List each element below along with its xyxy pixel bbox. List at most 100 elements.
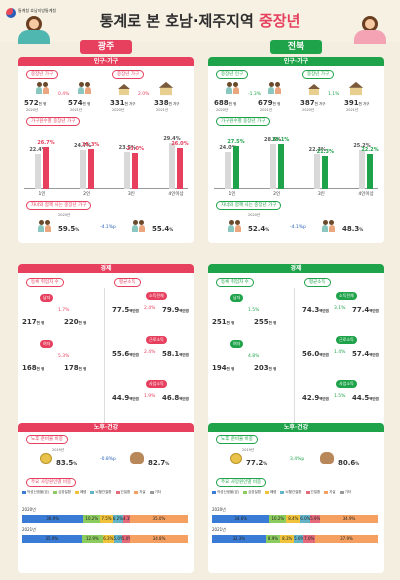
legend-item: 뇌혈관질환 — [90, 490, 112, 495]
bar-prev — [169, 143, 175, 189]
retirement-cur: 82.7% — [148, 459, 170, 467]
retirement-prev: 83.5% — [56, 459, 78, 467]
family-icon — [132, 220, 146, 232]
retirement-cur: 80.6% — [338, 459, 360, 467]
income-prev: 77.5백만원 — [112, 306, 139, 314]
legend-item: 뇌혈관질환 — [280, 490, 302, 495]
tag-with-children: 자녀와 함께 사는 중장년 가구 — [26, 201, 92, 210]
retirement-prev: 77.2% — [246, 459, 268, 467]
tag-hh-size: 가구원수별 중장년 가구 — [216, 117, 271, 126]
legend-item: 간질환 — [115, 490, 130, 495]
households-panel: 인구·가구 중장년 인구 중장년 가구 -1.3% 688천 명 679천 명 … — [208, 57, 384, 243]
bar-category-label: 4인이상 — [168, 192, 184, 197]
section-title: 노후·건강 — [18, 423, 194, 432]
income-prev: 55.6백만원 — [112, 350, 139, 358]
with-children-change: -4.1%p — [290, 225, 306, 230]
bar-category-label: 1인 — [228, 192, 236, 197]
with-children-prev: 52.4% — [248, 225, 270, 233]
house-icon — [308, 84, 320, 95]
income-label: 사업소득 — [336, 380, 357, 388]
tag-death-causes: 주요 사망원인별 비중 — [26, 478, 77, 487]
income-change: 2.4% — [144, 350, 156, 355]
bar-value-label: 25.3% — [81, 142, 100, 149]
page-title: 통계로 본 호남·제주지역 중장년 — [0, 10, 400, 31]
legend-item: 악성신생물(암) — [212, 490, 239, 495]
stack-segment: 34.9% — [320, 515, 378, 523]
economy-panel: 경제 등록 취업자 수 평균소득 남자 1.5% 251천 명 255천 명 여… — [208, 264, 384, 448]
section-title: 인구·가구 — [208, 57, 384, 66]
income-prev: 44.9백만원 — [112, 394, 139, 402]
region-column-right: 전북 인구·가구 중장년 인구 중장년 가구 -1.3% 688천 명 679천… — [208, 40, 384, 573]
year-cur: 2021년 — [70, 108, 83, 112]
family-icon — [226, 82, 240, 94]
coin-icon — [40, 453, 52, 464]
stack-segment: 8.3% — [280, 535, 295, 543]
tag-population: 중장년 인구 — [216, 70, 249, 79]
death-causes-bar-cur: 35.9% 12.9% 6.3% 5.0% 5.0% 34.8% — [22, 535, 188, 543]
family-icon — [322, 220, 336, 232]
with-children-prev: 59.5% — [58, 225, 80, 233]
tag-employed: 등록 취업자 수 — [216, 278, 254, 287]
agency-name: 통계청 호남지방통계청 — [18, 8, 57, 13]
region-name: 전북 — [270, 40, 322, 54]
death-causes-legend: 악성신생물(암) 심장질환 폐렴 뇌혈관질환 간질환 자살 기타 — [22, 490, 190, 495]
year-prev: 2020년 — [216, 108, 229, 112]
year-cur: 2021년 — [260, 108, 273, 112]
economy-panel: 경제 등록 취업자 수 평균소득 남자 1.7% 217천 명 220천 명 여… — [18, 264, 194, 448]
health-panel: 노후·건강 노후 준비율 비중 2019년 83.5% -0.8%p 82.7%… — [18, 423, 194, 573]
income-change: 1.5% — [334, 394, 346, 399]
death-causes-legend: 악성신생물(암) 심장질환 폐렴 뇌혈관질환 간질환 자살 기타 — [212, 490, 380, 495]
tag-employed: 등록 취업자 수 — [26, 278, 64, 287]
stack-segment: 12.9% — [81, 535, 104, 543]
chart-axis — [214, 188, 378, 189]
page-header: 통계청 호남지방통계청 통계로 본 호남·제주지역 중장년 — [0, 0, 400, 44]
bar-prev — [124, 152, 131, 189]
with-children-cur: 48.3% — [342, 225, 364, 233]
section-title: 경제 — [208, 264, 384, 273]
bar-cur — [233, 146, 239, 189]
bar-cur — [277, 143, 284, 189]
households-panel: 인구·가구 중장년 가구 중장년 가구 0.4% 572천 명 574천 명 2… — [18, 57, 194, 243]
title-main: 통계로 본 호남·제주지역 — [99, 12, 259, 30]
family-icon — [228, 220, 242, 232]
stack-segment: 35.0% — [129, 515, 188, 523]
stack-segment: 7.0% — [303, 535, 316, 543]
bar-category-label: 1인 — [38, 192, 46, 197]
stack-segment: 36.9% — [22, 515, 84, 523]
employed-label: 여자 — [40, 340, 54, 348]
legend-item: 자살 — [134, 490, 146, 495]
death-causes-bar-prev: 34.6% 10.2% 8.4% 6.0% 5.9% 34.9% — [212, 515, 378, 523]
tag-households: 중장년 가구 — [112, 70, 145, 79]
employed-change: 1.7% — [58, 308, 70, 313]
employed-prev: 251천 명 — [212, 318, 235, 326]
year-prev: 2020년 — [26, 108, 39, 112]
bar-value-label: 22.4% — [29, 147, 47, 153]
section-title: 경제 — [18, 264, 194, 273]
stack-segment: 4.1% — [123, 515, 134, 523]
population-cur: 574 — [68, 99, 83, 107]
stack-segment: 10.2% — [83, 515, 101, 523]
person-illustration-right — [350, 16, 390, 44]
bar-prev — [359, 149, 365, 189]
income-cur: 46.8백만원 — [162, 394, 189, 402]
legend-item: 악성신생물(암) — [22, 490, 49, 495]
employed-label: 남자 — [230, 294, 244, 302]
households-prev: 387 — [300, 99, 315, 107]
income-label: 소득전체 — [336, 292, 357, 300]
money-bag-icon — [320, 452, 334, 464]
employed-prev: 194천 명 — [212, 364, 235, 372]
family-icon — [38, 220, 52, 232]
income-change: 1.4% — [334, 350, 346, 355]
with-children-change: -4.1%p — [100, 225, 116, 230]
employed-label: 남자 — [40, 294, 54, 302]
income-cur: 58.1백만원 — [162, 350, 189, 358]
households-cur: 338 — [154, 99, 169, 107]
tag-retirement-ready: 노후 준비율 비중 — [26, 435, 68, 444]
bar-prev — [79, 150, 86, 189]
stack-segment: 6.2% — [112, 515, 123, 523]
legend-item: 폐렴 — [264, 490, 276, 495]
bar-value-label: 27.5% — [227, 139, 245, 146]
bar-cur — [87, 149, 94, 189]
bar-cur — [367, 154, 373, 189]
stack-segment: 5.0% — [121, 535, 132, 543]
